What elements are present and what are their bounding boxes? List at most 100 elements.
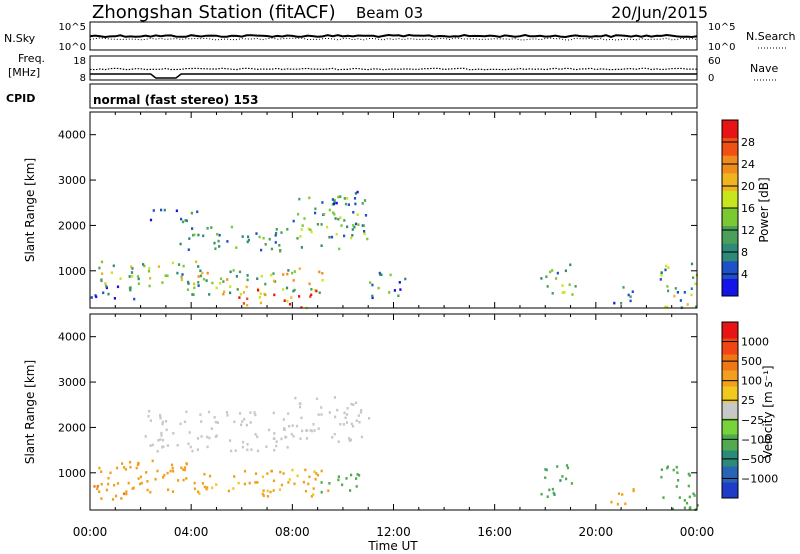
beam-label: Beam 03 (356, 4, 423, 22)
velocity-cell (307, 482, 310, 486)
power-cell (350, 236, 353, 240)
velocity-colorbar-segment (722, 482, 738, 499)
velocity-colorbar-tick-label: −100 (741, 433, 771, 446)
power-cell (300, 246, 303, 249)
velocity-ytick-label: 2000 (58, 421, 86, 434)
power-cells (90, 190, 698, 310)
power-colorbar-tick-label: 28 (741, 136, 755, 149)
power-cell (296, 237, 299, 240)
power-cell (246, 274, 249, 277)
power-cell (211, 281, 214, 285)
nsearch-tick-bottom: 10^0 (708, 42, 735, 53)
power-cell (256, 277, 259, 280)
velocity-cell (240, 423, 243, 427)
power-cell (196, 210, 199, 214)
power-cell (246, 297, 249, 301)
power-cell (90, 296, 93, 299)
power-cell (236, 288, 239, 291)
velocity-cell (137, 477, 140, 480)
power-cell (314, 207, 317, 211)
power-cell (673, 294, 676, 298)
power-cell (192, 233, 195, 237)
power-cell (147, 269, 151, 273)
power-cell (246, 303, 249, 307)
velocity-cell (356, 473, 359, 476)
power-ytick-label: 3000 (58, 174, 86, 187)
velocity-cell (624, 502, 627, 506)
velocity-cell (672, 468, 675, 472)
power-cell (191, 293, 194, 296)
velocity-cell (272, 411, 275, 415)
power-cell (143, 264, 146, 268)
power-cell (667, 266, 670, 269)
velocity-cell (253, 411, 256, 414)
power-cell (286, 299, 289, 303)
power-colorbar-tick-label: 4 (741, 268, 748, 281)
power-cell (210, 226, 213, 229)
velocity-cell (328, 411, 331, 414)
power-cell (218, 245, 221, 248)
velocity-cell (203, 472, 206, 476)
velocity-cell (100, 497, 103, 500)
station-title: Zhongshan Station (fitACF) (92, 2, 336, 23)
velocity-cell (339, 423, 342, 426)
power-colorbar-segment (722, 137, 738, 156)
velocity-cell (342, 423, 345, 426)
velocity-cell (105, 488, 108, 492)
power-cell (300, 306, 303, 309)
velocity-cell (320, 490, 323, 494)
power-cell (362, 224, 365, 227)
velocity-cell (317, 427, 320, 430)
power-cell (105, 284, 108, 288)
power-cell (569, 263, 572, 267)
velocity-cell (254, 433, 257, 436)
freq-panel: Freq. [MHz] 18 8 Nave 60 0 (8, 52, 778, 84)
velocity-cell (214, 420, 217, 424)
power-cell (229, 270, 232, 274)
power-cell (545, 275, 548, 278)
velocity-cell (256, 449, 260, 453)
power-cell (568, 283, 571, 286)
velocity-cell (225, 411, 229, 414)
power-cell (171, 261, 174, 265)
velocity-cell (243, 417, 246, 421)
velocity-cell (144, 435, 147, 438)
power-cell (175, 209, 178, 213)
power-cell (346, 225, 349, 229)
power-cell (380, 273, 383, 276)
power-cell (142, 263, 145, 266)
velocity-colorbar-segment (722, 418, 738, 435)
power-cell (354, 192, 357, 195)
velocity-cell (352, 403, 355, 406)
power-cell (310, 288, 313, 291)
power-cell (206, 227, 209, 230)
power-cell (213, 241, 216, 245)
power-cell (152, 209, 155, 212)
power-cell (104, 282, 107, 285)
velocity-cell (254, 472, 258, 475)
power-cell (246, 240, 249, 244)
power-cell (371, 294, 374, 298)
velocity-cell (687, 484, 690, 488)
velocity-cell (269, 490, 272, 494)
power-cell (268, 237, 271, 241)
power-cell (282, 273, 285, 276)
velocity-cell (208, 474, 212, 478)
velocity-cell (358, 474, 361, 477)
velocity-cell (313, 429, 316, 432)
power-cell (186, 288, 190, 291)
velocity-cell (132, 486, 135, 490)
velocity-ytick-label: 3000 (58, 376, 86, 389)
power-cell (264, 243, 267, 246)
power-cell (230, 225, 233, 229)
velocity-colorbar-segment (722, 450, 738, 467)
power-cell (323, 213, 326, 216)
velocity-cell (310, 429, 314, 433)
velocity-cell (688, 495, 691, 499)
power-cell (337, 195, 340, 199)
velocity-cell (343, 411, 346, 415)
freq-tick-top: 18 (73, 56, 86, 67)
power-cell (321, 272, 324, 275)
power-cell (257, 289, 260, 292)
